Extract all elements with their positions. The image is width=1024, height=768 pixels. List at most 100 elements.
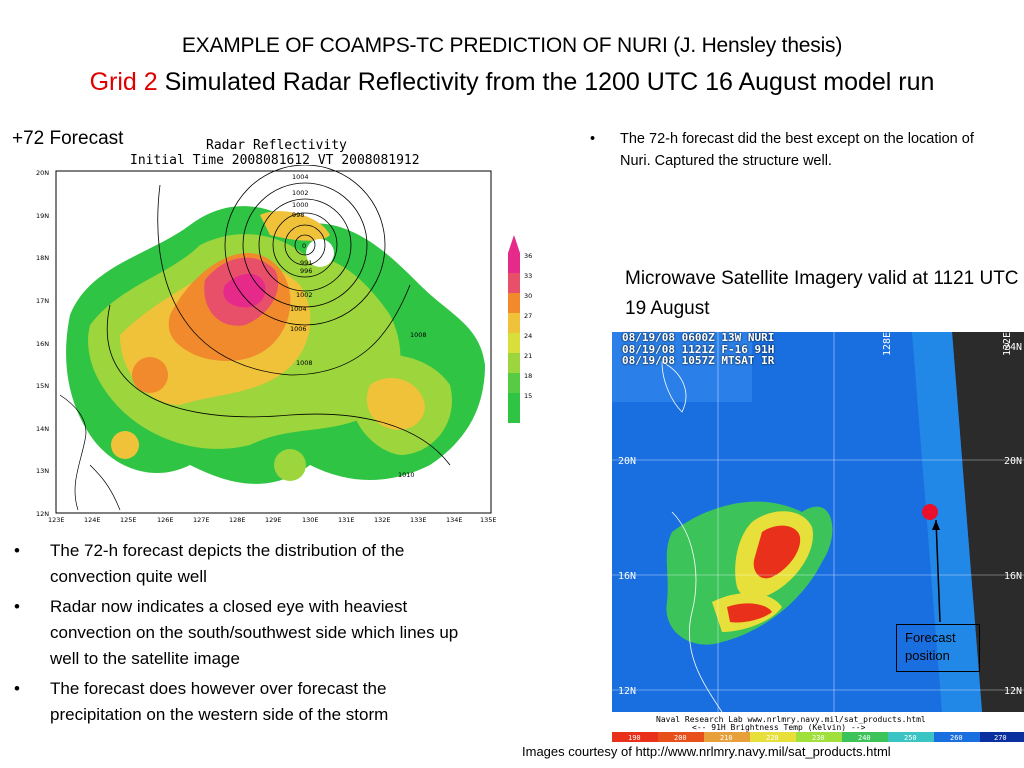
sat-scale-label: 250 — [904, 734, 917, 742]
lon-tick-label: 135E — [480, 516, 497, 524]
lon-tick-label: 124E — [84, 516, 101, 524]
sat-scale-label: 210 — [720, 734, 733, 742]
contour-label: 996 — [300, 267, 312, 275]
contour-label: 0 — [302, 242, 306, 250]
contour-labels: 1004 1002 1000 998 0 991 996 1002 1004 1… — [290, 173, 427, 479]
sat-color-scale — [612, 732, 1024, 742]
sat-lat-label: 16N — [1004, 571, 1022, 582]
colorbar-label: 27 — [524, 312, 532, 320]
slide-subtitle: Grid 2 Simulated Radar Reflectivity from… — [0, 68, 1024, 97]
lat-tick-label: 18N — [36, 254, 49, 262]
sat-lon-label: 128E — [882, 332, 893, 356]
contour-label: 991 — [300, 259, 312, 267]
lon-tick-label: 123E — [48, 516, 65, 524]
lat-tick-label: 16N — [36, 340, 49, 348]
sat-header-line: 08/19/08 0600Z 13W NURI — [622, 331, 775, 344]
colorbar-labels: 36 33 30 27 24 21 18 15 — [524, 252, 532, 400]
colorbar — [508, 235, 520, 423]
contour-label: 998 — [292, 211, 304, 219]
grid-label: Grid 2 — [89, 68, 158, 96]
sat-footer: Naval Research Lab www.nrlmry.navy.mil/s… — [656, 715, 926, 724]
sat-scale-labels: 190 200 210 220 230 240 250 260 270 — [628, 734, 1007, 742]
pressure-contours — [106, 165, 451, 466]
coastline — [661, 361, 723, 713]
contour-label: 1008 — [410, 331, 427, 339]
sat-footer-scale-title: <-- 91H Brightness Temp (Kelvin) --> — [692, 723, 866, 732]
radar-header: Radar Reflectivity Initial Time 20080816… — [130, 138, 430, 168]
lon-axis: 123E 124E 125E 126E 127E 128E 129E 130E … — [48, 516, 497, 524]
colorbar-label: 15 — [524, 392, 532, 400]
lon-tick-label: 133E — [410, 516, 427, 524]
right-bullet-list: The 72-h forecast did the best except on… — [586, 128, 1006, 172]
colorbar-label: 24 — [524, 332, 532, 340]
sat-header-line: 08/19/08 1057Z MTSAT IR — [622, 354, 775, 367]
lon-tick-label: 131E — [338, 516, 355, 524]
contour-label: 1010 — [398, 471, 415, 479]
lon-tick-label: 127E — [193, 516, 210, 524]
contour-label: 1002 — [296, 291, 313, 299]
colorbar-label: 18 — [524, 372, 532, 380]
colorbar-label: 30 — [524, 292, 532, 300]
contour-label: 1000 — [292, 201, 309, 209]
forecast-label: +72 Forecast — [12, 128, 124, 149]
microwave-title: Microwave Satellite Imagery valid at 112… — [625, 268, 1019, 319]
sat-lat-label: 24N — [1004, 342, 1022, 353]
sat-lat-label: 20N — [618, 456, 636, 467]
contour-label: 1004 — [292, 173, 309, 181]
lon-tick-label: 134E — [446, 516, 463, 524]
subtitle-text: Simulated Radar Reflectivity from the 12… — [157, 68, 935, 96]
sat-header-line: 08/19/08 1121Z F-16 91H — [622, 342, 775, 356]
radar-subtitle: Initial Time 2008081612 VT 2008081912 — [130, 153, 420, 168]
radar-reflectivity-map: 1004 1002 1000 998 0 991 996 1002 1004 1… — [36, 165, 532, 524]
graticule — [612, 332, 1024, 712]
lon-tick-label: 132E — [374, 516, 391, 524]
sat-scale-label: 240 — [858, 734, 871, 742]
sat-header: 08/19/08 0600Z 13W NURI 08/19/08 1121Z F… — [622, 332, 774, 367]
lat-tick-label: 14N — [36, 425, 49, 433]
forecast-position-marker — [922, 504, 938, 520]
lon-tick-label: 130E — [302, 516, 319, 524]
bullet-item: The 72-h forecast did the best except on… — [586, 128, 1006, 172]
contour-label: 1002 — [292, 189, 309, 197]
sat-lat-label: 16N — [618, 571, 636, 582]
bullet-item: The forecast does however over forecast … — [12, 676, 482, 728]
sat-lat-label: 12N — [618, 686, 636, 697]
sat-scale-label: 200 — [674, 734, 687, 742]
lat-axis: 20N 19N 18N 17N 16N 15N 14N 13N 12N — [36, 169, 49, 518]
lat-tick-label: 20N — [36, 169, 49, 177]
sat-lon-labels: 128E 132E — [882, 332, 1013, 356]
contour-label: 1004 — [290, 305, 307, 313]
lat-tick-label: 17N — [36, 297, 49, 305]
sat-lat-label: 20N — [1004, 456, 1022, 467]
lat-tick-label: 12N — [36, 510, 49, 518]
radar-title: Radar Reflectivity — [206, 138, 347, 153]
colorbar-label: 33 — [524, 272, 532, 280]
contour-label: 1006 — [290, 325, 307, 333]
lat-tick-label: 19N — [36, 212, 49, 220]
sat-scale-label: 230 — [812, 734, 825, 742]
slide-title: EXAMPLE OF COAMPS-TC PREDICTION OF NURI … — [181, 34, 843, 57]
bullet-item: Radar now indicates a closed eye with he… — [12, 594, 482, 672]
sat-scale-label: 190 — [628, 734, 641, 742]
storm-band — [666, 501, 833, 645]
forecast-position-label: Forecast position — [896, 624, 980, 672]
lat-tick-label: 13N — [36, 467, 49, 475]
coastline — [59, 394, 121, 511]
sat-scale-label: 270 — [994, 734, 1007, 742]
lon-tick-label: 126E — [157, 516, 174, 524]
left-bullet-list: The 72-h forecast depicts the distributi… — [12, 538, 482, 732]
sat-lat-label: 12N — [1004, 686, 1022, 697]
colorbar-label: 36 — [524, 252, 532, 260]
lon-tick-label: 128E — [229, 516, 246, 524]
bullet-item: The 72-h forecast depicts the distributi… — [12, 538, 482, 590]
sat-lat-labels: 20N 16N 12N 24N 20N 16N 12N — [618, 342, 1022, 697]
sat-scale-label: 260 — [950, 734, 963, 742]
lon-tick-label: 125E — [120, 516, 137, 524]
contour-label: 1008 — [296, 359, 313, 367]
colorbar-label: 21 — [524, 352, 532, 360]
lat-tick-label: 15N — [36, 382, 49, 390]
sat-scale-label: 220 — [766, 734, 779, 742]
image-courtesy: Images courtesy of http://www.nrlmry.nav… — [522, 744, 891, 759]
microwave-satellite-image: 20N 16N 12N 24N 20N 16N 12N 128E 132E Na… — [612, 332, 1024, 742]
sat-lon-label: 132E — [1002, 332, 1013, 356]
